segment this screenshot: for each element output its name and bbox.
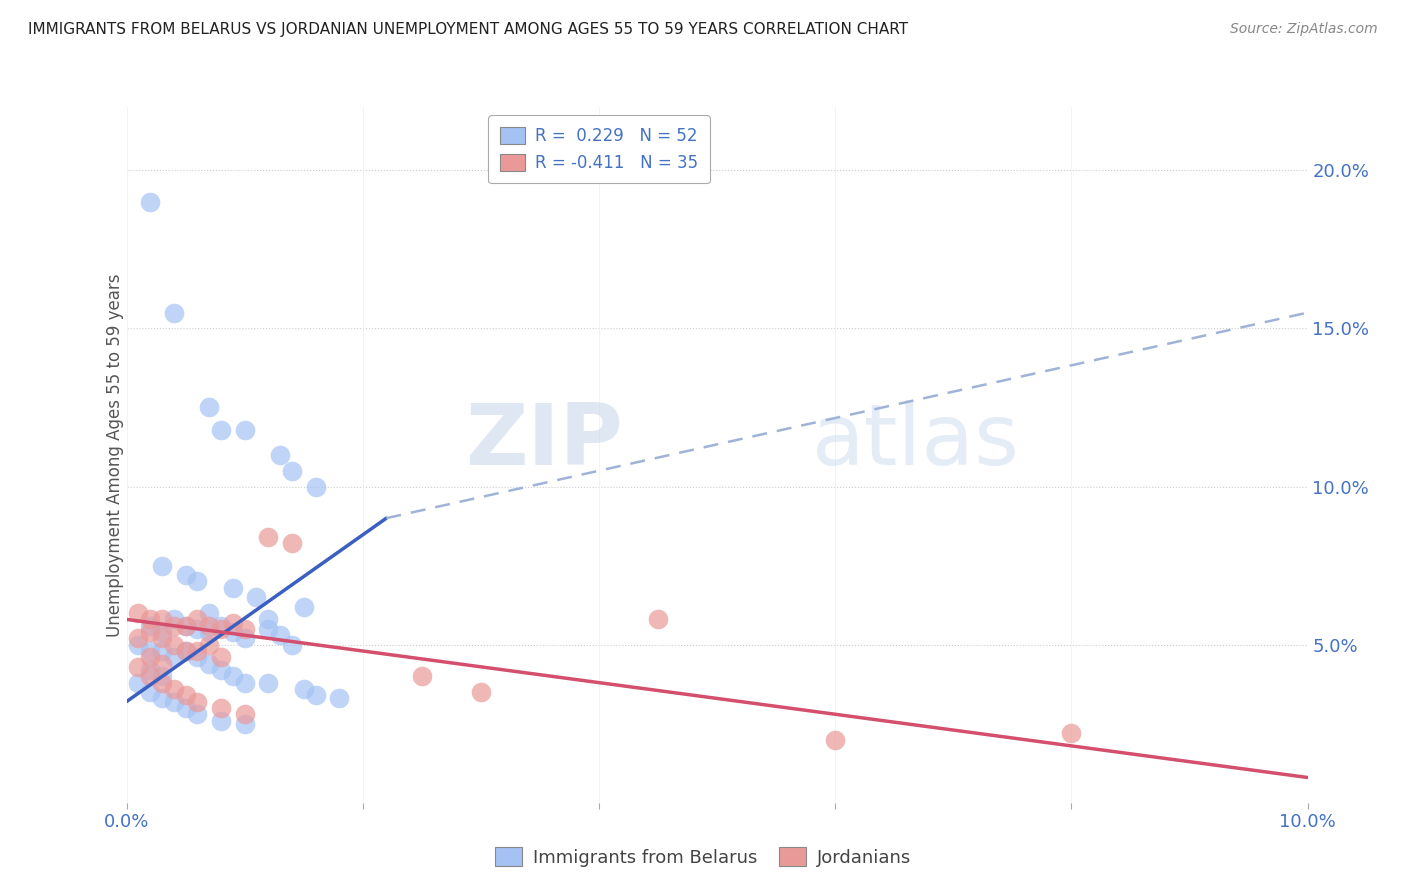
Point — [174, 618, 197, 632]
Point — [222, 581, 245, 595]
Point — [281, 464, 304, 478]
Point — [411, 669, 433, 683]
Point — [174, 644, 197, 658]
Point — [186, 695, 208, 709]
Point — [233, 423, 256, 437]
Point — [150, 632, 173, 646]
Point — [647, 612, 669, 626]
Point — [222, 669, 245, 683]
Point — [150, 669, 173, 683]
Point — [209, 714, 232, 728]
Point — [139, 612, 162, 626]
Point — [150, 657, 173, 671]
Point — [209, 423, 232, 437]
Point — [150, 558, 173, 573]
Point — [127, 660, 149, 674]
Point — [163, 650, 186, 665]
Point — [233, 707, 256, 722]
Point — [222, 615, 245, 630]
Point — [233, 716, 256, 731]
Point — [257, 612, 280, 626]
Point — [257, 622, 280, 636]
Point — [150, 691, 173, 706]
Point — [186, 644, 208, 658]
Legend: Immigrants from Belarus, Jordanians: Immigrants from Belarus, Jordanians — [488, 840, 918, 874]
Point — [139, 650, 162, 665]
Point — [186, 612, 208, 626]
Point — [198, 638, 221, 652]
Point — [824, 732, 846, 747]
Text: Source: ZipAtlas.com: Source: ZipAtlas.com — [1230, 22, 1378, 37]
Point — [1060, 726, 1083, 740]
Point — [292, 681, 315, 696]
Point — [198, 625, 221, 640]
Point — [150, 644, 173, 658]
Point — [139, 669, 162, 683]
Point — [209, 701, 232, 715]
Point — [127, 675, 149, 690]
Point — [198, 618, 221, 632]
Point — [209, 622, 232, 636]
Point — [198, 657, 221, 671]
Point — [174, 688, 197, 702]
Point — [186, 574, 208, 589]
Y-axis label: Unemployment Among Ages 55 to 59 years: Unemployment Among Ages 55 to 59 years — [107, 273, 124, 637]
Point — [139, 644, 162, 658]
Point — [186, 650, 208, 665]
Point — [304, 479, 326, 493]
Point — [127, 606, 149, 620]
Point — [470, 685, 492, 699]
Point — [163, 612, 186, 626]
Point — [233, 632, 256, 646]
Point — [198, 401, 221, 415]
Point — [163, 638, 186, 652]
Point — [233, 675, 256, 690]
Point — [174, 644, 197, 658]
Point — [209, 663, 232, 677]
Point — [186, 622, 208, 636]
Point — [150, 675, 173, 690]
Point — [139, 194, 162, 209]
Point — [209, 618, 232, 632]
Point — [304, 688, 326, 702]
Point — [328, 691, 350, 706]
Point — [163, 305, 186, 319]
Point — [186, 707, 208, 722]
Point — [163, 695, 186, 709]
Point — [139, 625, 162, 640]
Point — [292, 599, 315, 614]
Point — [174, 568, 197, 582]
Point — [174, 618, 197, 632]
Point — [150, 625, 173, 640]
Point — [127, 638, 149, 652]
Point — [257, 530, 280, 544]
Point — [127, 632, 149, 646]
Point — [257, 675, 280, 690]
Point — [281, 536, 304, 550]
Point — [198, 606, 221, 620]
Text: atlas: atlas — [811, 400, 1019, 483]
Point — [269, 448, 291, 462]
Point — [139, 663, 162, 677]
Point — [139, 685, 162, 699]
Point — [139, 618, 162, 632]
Legend: R =  0.229   N = 52, R = -0.411   N = 35: R = 0.229 N = 52, R = -0.411 N = 35 — [488, 115, 710, 184]
Point — [222, 625, 245, 640]
Point — [163, 681, 186, 696]
Point — [150, 612, 173, 626]
Point — [245, 591, 267, 605]
Point — [209, 650, 232, 665]
Point — [269, 628, 291, 642]
Text: IMMIGRANTS FROM BELARUS VS JORDANIAN UNEMPLOYMENT AMONG AGES 55 TO 59 YEARS CORR: IMMIGRANTS FROM BELARUS VS JORDANIAN UNE… — [28, 22, 908, 37]
Point — [174, 701, 197, 715]
Point — [163, 618, 186, 632]
Text: ZIP: ZIP — [465, 400, 623, 483]
Point — [233, 622, 256, 636]
Point — [281, 638, 304, 652]
